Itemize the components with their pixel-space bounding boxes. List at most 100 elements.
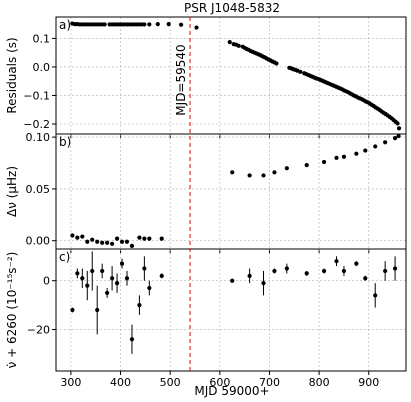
data-point — [114, 236, 120, 241]
data-point — [304, 271, 309, 276]
data-point — [321, 159, 327, 165]
data-point — [261, 173, 266, 178]
panel-tag: c) — [59, 250, 70, 264]
data-point — [304, 162, 309, 168]
data-point — [236, 43, 241, 48]
data-point — [383, 140, 388, 145]
chart-title: PSR J1048-5832 — [184, 1, 280, 15]
data-point — [383, 268, 388, 274]
data-point — [114, 281, 120, 286]
data-point — [137, 303, 142, 308]
panel-2: 0.10 0.05 0.00 b) Δν (μHz) — [5, 131, 407, 253]
data-point — [147, 285, 152, 291]
data-point — [341, 268, 347, 274]
data-point — [363, 148, 368, 153]
y-tick-label: 0.00 — [26, 235, 51, 248]
y-tick-label: 0.1 — [33, 32, 51, 45]
x-tick-label: 800 — [309, 376, 330, 389]
data-point — [80, 276, 85, 281]
data-point — [261, 281, 266, 286]
data-point — [284, 266, 289, 271]
data-point — [373, 144, 378, 149]
data-point — [392, 136, 398, 141]
data-point — [137, 235, 142, 240]
data-point — [147, 236, 152, 241]
x-tick-label: 500 — [160, 376, 181, 389]
panel-tag: b) — [59, 135, 71, 149]
data-point — [95, 239, 100, 244]
y-tick-label: 0.05 — [26, 183, 51, 196]
data-point — [124, 239, 130, 244]
data-point — [70, 307, 75, 313]
data-point — [354, 151, 359, 156]
data-point — [129, 337, 135, 342]
data-point — [80, 234, 85, 239]
data-point — [227, 40, 232, 45]
panel-1: 0.1 0.0 −0.1 −0.2 a) Residuals (s) — [5, 16, 407, 138]
data-point — [284, 166, 289, 171]
data-point — [341, 154, 347, 159]
x-tick-label: 300 — [60, 376, 81, 389]
data-point — [272, 170, 277, 175]
data-point — [75, 235, 80, 240]
data-point — [109, 241, 115, 246]
data-point — [95, 307, 100, 313]
data-point — [194, 25, 199, 30]
x-axis-label: MJD 59000+ — [194, 384, 269, 398]
data-point — [392, 266, 398, 271]
data-point — [75, 271, 80, 276]
glitch-label: MJD=59540 — [174, 44, 188, 115]
panel-3: 0 −20 c) ν̇ + 6260 (10⁻¹⁵s⁻²) — [5, 248, 407, 375]
panel-frame — [55, 248, 407, 372]
data-point — [109, 276, 115, 281]
data-point — [298, 69, 303, 74]
x-tick-label: 900 — [358, 376, 379, 389]
data-point — [90, 268, 95, 274]
data-point — [166, 22, 171, 27]
data-point — [100, 268, 105, 274]
data-point — [272, 268, 277, 274]
data-point — [85, 283, 90, 288]
data-point — [159, 236, 164, 241]
y-tick-label: 0 — [43, 275, 50, 288]
y-tick-label: 0.10 — [26, 131, 51, 144]
data-point — [395, 121, 400, 126]
data-point — [70, 233, 75, 238]
y-tick-label: −20 — [27, 324, 50, 337]
data-point — [179, 22, 184, 27]
data-point — [354, 261, 359, 266]
data-point — [334, 155, 339, 160]
data-point — [119, 239, 125, 244]
data-point — [396, 133, 401, 139]
data-point — [334, 259, 339, 264]
data-point — [321, 268, 327, 274]
data-point — [142, 266, 147, 271]
data-point — [129, 243, 135, 248]
x-tick-label: 600 — [209, 376, 230, 389]
data-point — [230, 278, 235, 283]
panel-frame — [55, 16, 407, 135]
data-point — [102, 22, 107, 27]
data-point — [124, 276, 130, 281]
data-point — [230, 170, 235, 175]
data-point — [142, 236, 147, 241]
y-axis-label: Δν (μHz) — [5, 166, 19, 217]
y-tick-label: −0.1 — [23, 89, 50, 102]
x-tick-label: 700 — [259, 376, 280, 389]
data-point — [247, 273, 252, 278]
data-point — [85, 239, 90, 244]
x-tick-label: 400 — [110, 376, 131, 389]
panel-tag: a) — [59, 18, 71, 32]
data-point — [363, 276, 368, 281]
data-point — [155, 22, 160, 27]
y-axis-label: Residuals (s) — [5, 37, 19, 113]
data-point — [105, 290, 110, 296]
y-tick-label: −0.2 — [23, 118, 50, 131]
data-point — [396, 126, 402, 131]
data-point — [90, 237, 95, 242]
data-point — [274, 61, 279, 66]
data-point — [159, 273, 164, 278]
data-point — [105, 240, 110, 245]
y-tick-label: 0.0 — [33, 61, 51, 74]
